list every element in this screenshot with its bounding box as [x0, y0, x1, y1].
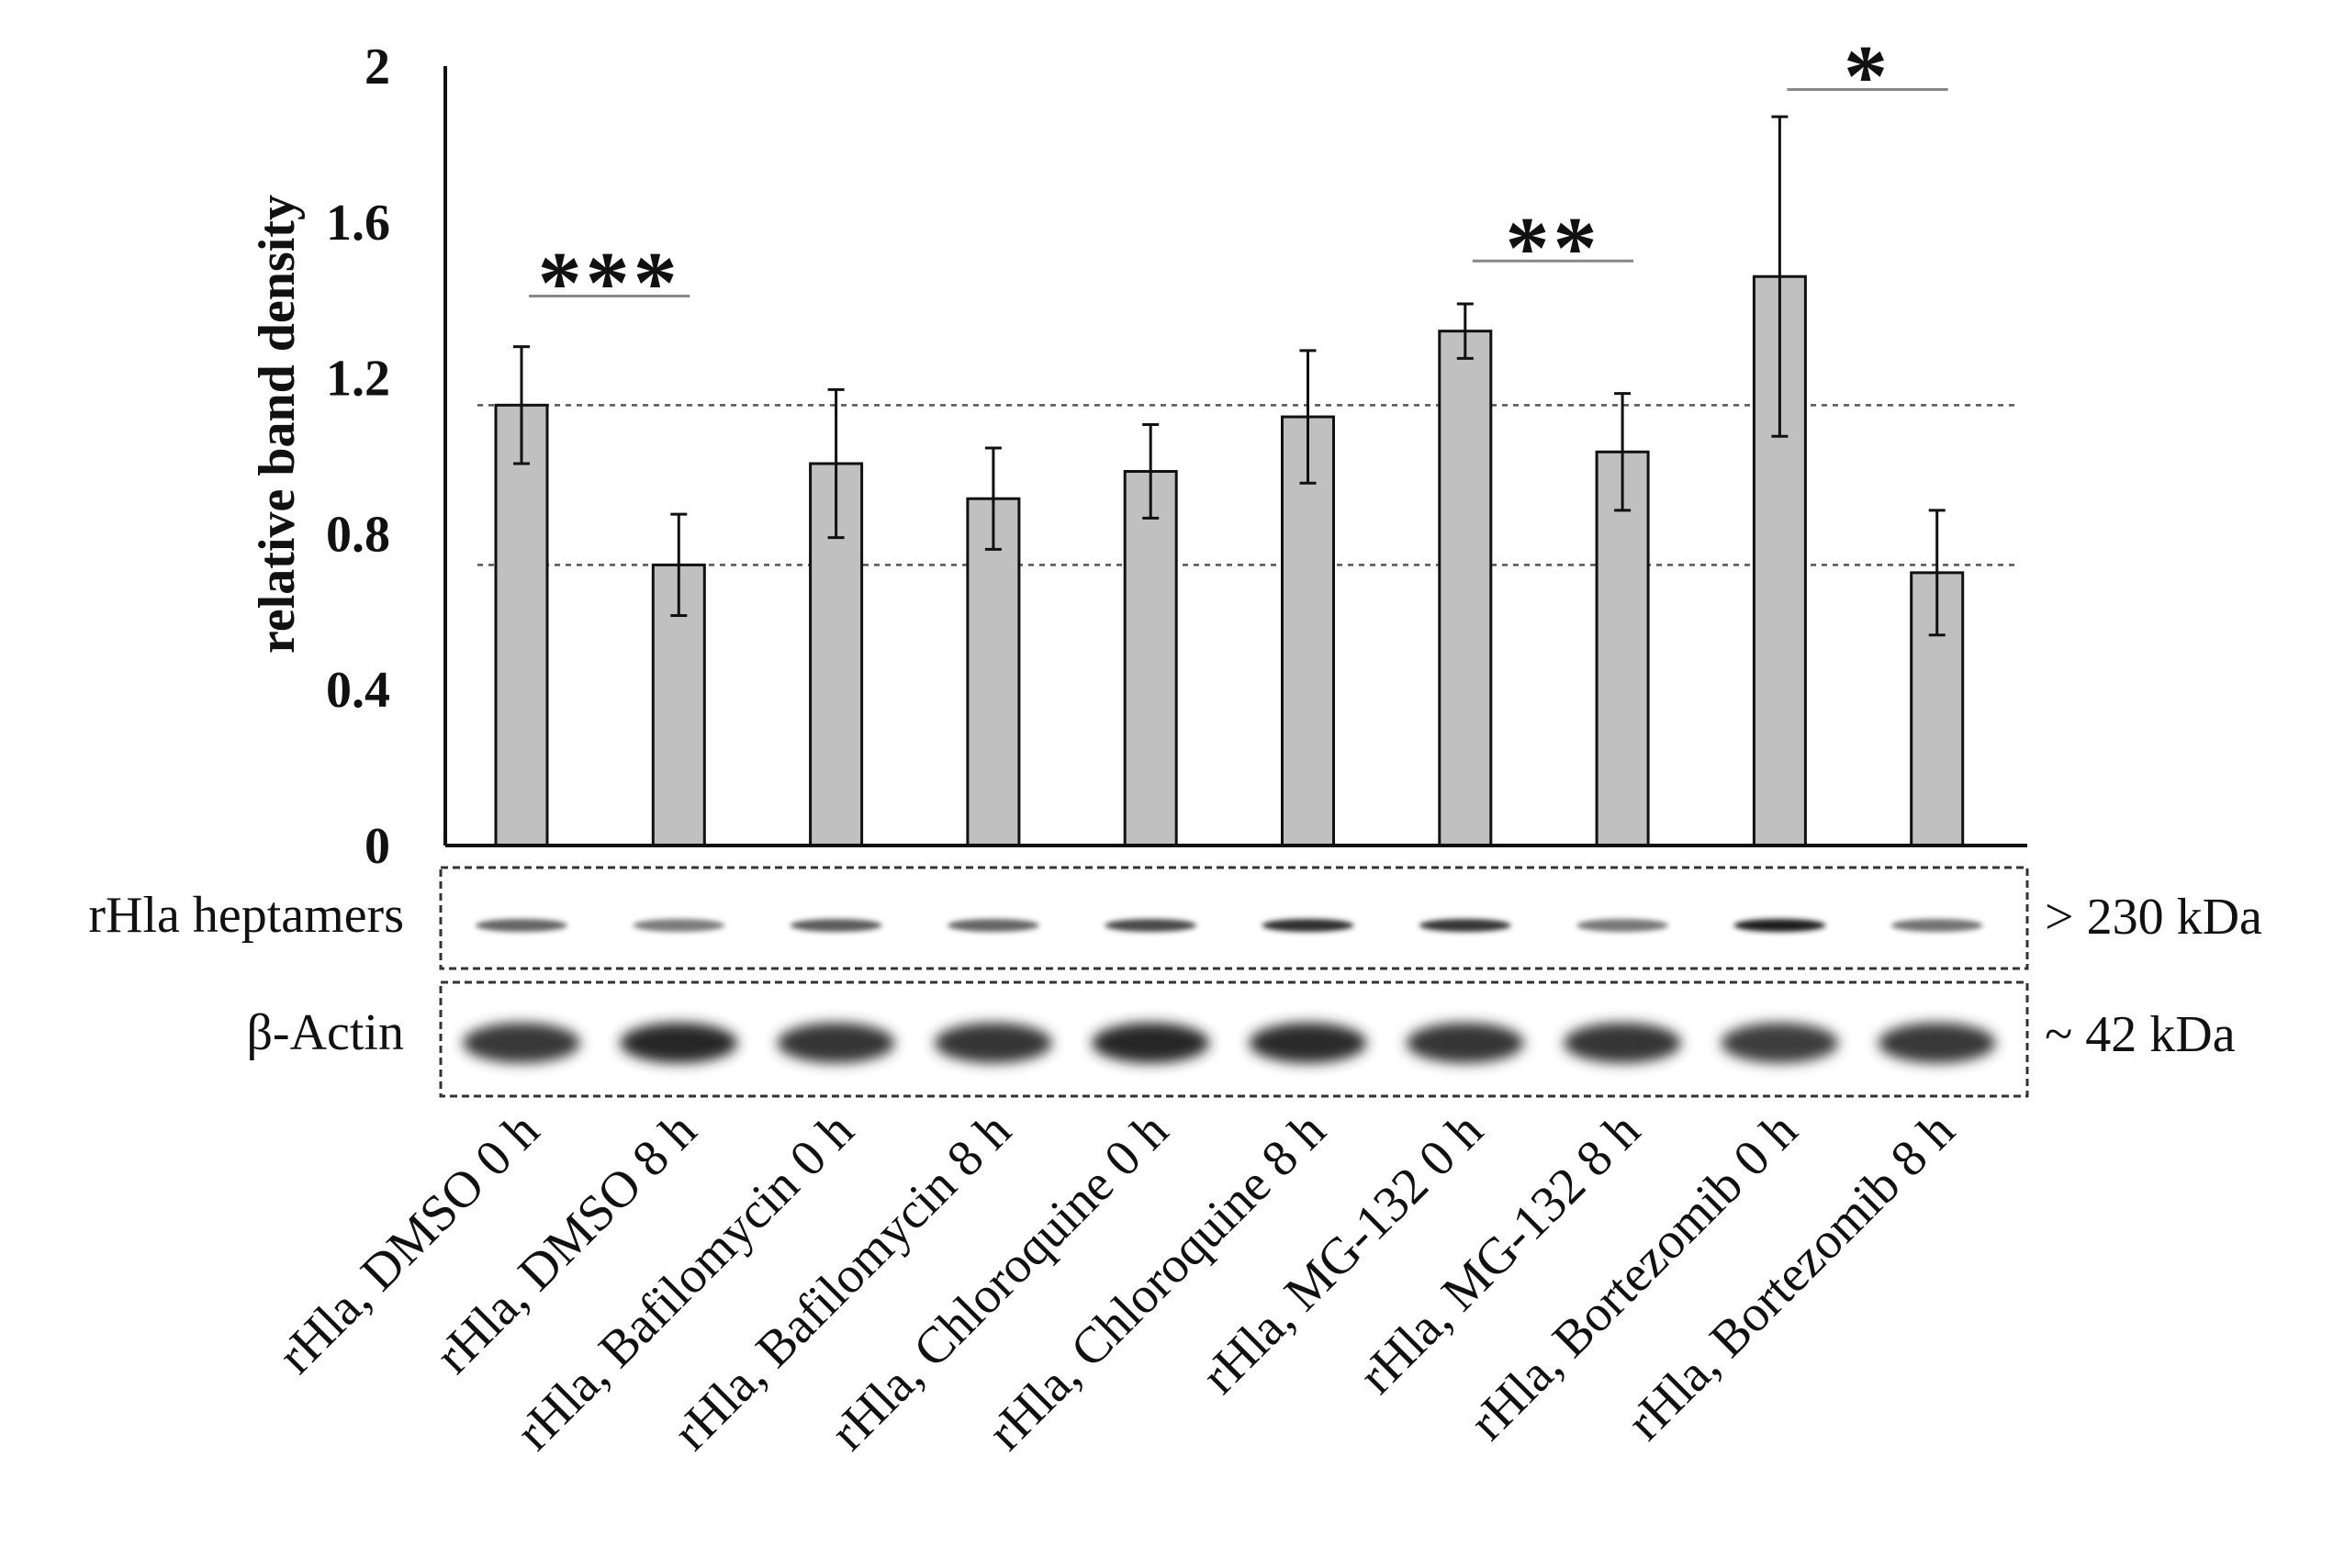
blot-band — [620, 1023, 738, 1063]
y-tick-labels: 0 0.4 0.8 1.2 1.6 2 — [326, 39, 390, 875]
significance-stars: ** — [1505, 198, 1600, 297]
bar — [494, 403, 549, 847]
blot-band — [1733, 919, 1826, 932]
y-tick-label: 0 — [365, 818, 390, 875]
blot-band — [1721, 1023, 1839, 1063]
blot-band — [1576, 919, 1669, 932]
blot-band — [1092, 1023, 1210, 1063]
y-tick-label: 1.2 — [326, 351, 390, 408]
y-axis-title: relative band density — [249, 195, 306, 654]
y-tick-label: 1.6 — [326, 195, 390, 252]
blot-band — [1890, 919, 1983, 932]
error-bar — [1142, 423, 1160, 520]
error-bar — [1771, 115, 1789, 438]
blot-panel-actin — [439, 980, 2029, 1098]
blot-band — [1878, 1023, 1996, 1063]
blot-band — [934, 1023, 1052, 1063]
blot-panel-heptamers — [439, 866, 2029, 970]
blot-band — [777, 1023, 895, 1063]
blot-band — [1249, 1023, 1367, 1063]
error-bars — [513, 115, 1946, 637]
blot-band — [1419, 919, 1511, 932]
blot-band — [1564, 1023, 1682, 1063]
error-bar — [827, 387, 845, 540]
blot-band — [1105, 919, 1197, 932]
error-bar — [1299, 349, 1317, 485]
blot-band — [463, 1023, 580, 1063]
blot-band — [476, 919, 567, 932]
blot-band — [1262, 919, 1354, 932]
blot-size-actin: ~ 42 kDa — [2045, 1006, 2236, 1063]
bar — [1438, 330, 1493, 847]
bars — [494, 274, 1965, 847]
blot-band — [633, 919, 725, 932]
significance-annotations: *** *** — [529, 27, 1948, 331]
x-tick-label: rHla, MG-132 8 h — [1349, 1102, 1652, 1405]
blot-label-heptamers: rHla heptamers — [88, 887, 404, 944]
x-tick-label: rHla, DMSO 0 h — [267, 1102, 550, 1384]
blot-band — [790, 919, 882, 932]
blot-label-actin: β-Actin — [246, 1004, 404, 1061]
y-tick-label: 2 — [365, 39, 390, 95]
y-tick-label: 0.4 — [326, 662, 390, 719]
error-bar — [1456, 302, 1474, 360]
blot-band — [947, 919, 1039, 932]
error-bar — [670, 512, 688, 618]
error-bar — [513, 345, 530, 465]
x-tick-label: rHla, MG-132 0 h — [1191, 1102, 1494, 1405]
bar — [1123, 469, 1178, 847]
significance-stars: *** — [538, 233, 681, 331]
significance-stars: * — [1844, 27, 1891, 125]
blot-size-heptamers: > 230 kDa — [2045, 889, 2262, 946]
error-bar — [1614, 392, 1632, 512]
blot-band — [1406, 1023, 1524, 1063]
error-bar — [984, 446, 1002, 551]
y-tick-label: 0.8 — [326, 506, 390, 563]
error-bar — [1928, 509, 1946, 637]
